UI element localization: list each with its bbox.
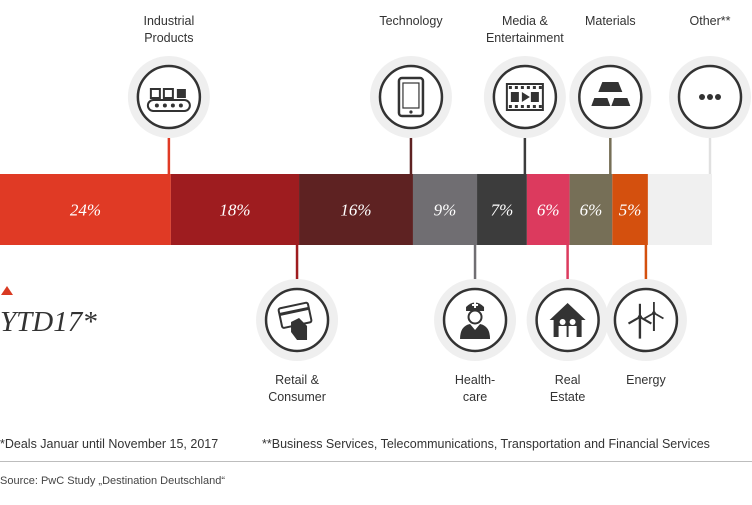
category-label-health-care: Health-	[455, 373, 495, 387]
category-label-real-estate: Real	[555, 373, 581, 387]
category-label-other: Other**	[690, 14, 731, 28]
category-label-media-entertainment: Media &	[502, 14, 549, 28]
value-label-health-care: 9%	[434, 201, 457, 220]
bar-segment-real-estate	[526, 174, 570, 245]
footer-divider	[0, 461, 752, 462]
bar-segment-other	[647, 174, 712, 245]
value-label-real-estate: 6%	[537, 201, 560, 220]
category-label-energy: Energy	[626, 373, 666, 387]
value-label-retail-consumer: 18%	[219, 201, 250, 220]
bar-segment-media-entertainment	[477, 174, 527, 245]
category-label-retail-consumer: Consumer	[268, 390, 326, 404]
footnote-deals: *Deals Januar until November 15, 2017	[0, 437, 219, 451]
conveyor-belt-icon	[146, 88, 191, 112]
credit-card-icon	[277, 301, 313, 340]
category-label-retail-consumer: Retail &	[275, 373, 319, 387]
value-label-industrial-products: 24%	[70, 201, 101, 220]
bar-segment-health-care	[412, 174, 478, 245]
category-label-industrial-products: Products	[144, 31, 193, 45]
bar-segment-technology	[299, 174, 413, 245]
film-strip-icon	[505, 83, 544, 111]
source-note: Source: PwC Study „Destination Deutschla…	[0, 475, 225, 487]
value-label-technology: 16%	[340, 201, 371, 220]
ellipsis-icon	[699, 94, 721, 100]
nurse-icon	[460, 302, 491, 339]
bar-segment-retail-consumer	[170, 174, 300, 245]
icon-badge-materials	[578, 64, 643, 130]
category-label-materials: Materials	[585, 14, 636, 28]
footnote-business: **Business Services, Telecommunications,…	[262, 437, 710, 451]
value-label-energy: 5%	[619, 201, 642, 220]
category-label-industrial-products: Industrial	[144, 14, 195, 28]
value-label-materials: 6%	[580, 201, 603, 220]
period-label: YTD17*	[0, 306, 97, 338]
stacked-bar-chart: 24% Industrial Products 18% Retail & Consumer…	[0, 14, 751, 404]
category-label-media-entertainment: Entertainment	[486, 31, 564, 45]
bar-segment-energy	[612, 174, 648, 245]
icon-badge-health-care	[442, 287, 508, 353]
bar-segment-materials	[569, 174, 613, 245]
category-label-real-estate: Estate	[550, 390, 585, 404]
value-label-media-entertainment: 7%	[491, 201, 514, 220]
bar-segment-industrial-products	[0, 174, 171, 245]
ytd-marker-triangle	[1, 286, 13, 295]
category-label-health-care: care	[463, 390, 487, 404]
gold-bars-icon	[591, 82, 631, 106]
tablet-icon	[397, 76, 425, 118]
icon-badge-technology	[378, 64, 444, 130]
house-icon	[549, 303, 586, 337]
wind-turbine-icon	[627, 302, 664, 339]
category-label-technology: Technology	[379, 14, 443, 28]
